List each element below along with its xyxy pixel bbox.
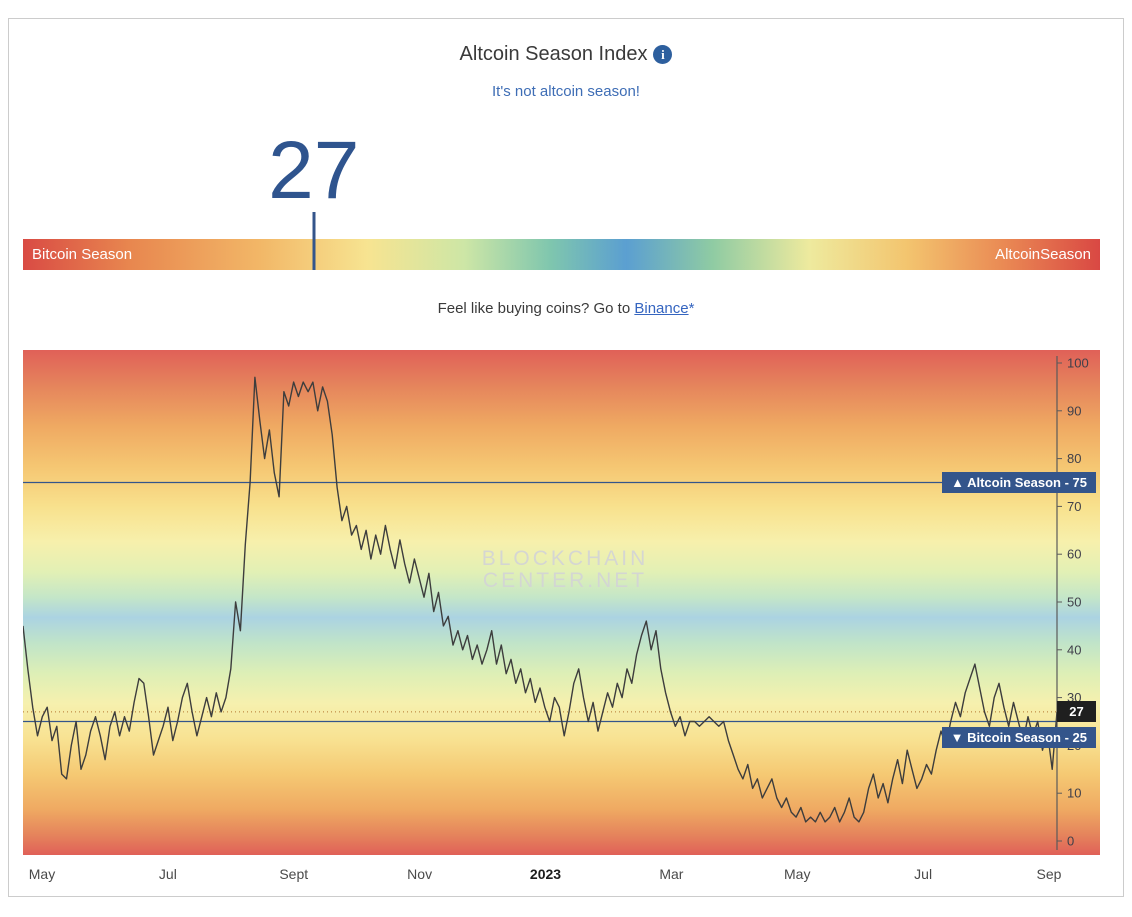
svg-text:90: 90 xyxy=(1067,403,1081,418)
info-icon[interactable]: i xyxy=(653,44,673,64)
bitcoin-season-label: Bitcoin Season xyxy=(32,246,133,263)
season-status-text: It's not altcoin season! xyxy=(492,83,640,100)
cta-asterisk: * xyxy=(688,300,695,317)
page-title: Altcoin Season Index xyxy=(459,42,648,65)
svg-text:30: 30 xyxy=(1067,690,1081,705)
x-axis-label: Mar xyxy=(659,866,684,882)
svg-text:50: 50 xyxy=(1067,595,1081,610)
svg-text:60: 60 xyxy=(1067,547,1081,562)
x-axis-label: Jul xyxy=(158,866,177,882)
x-axis: May Jul Sept Nov 2023 Mar May Jul Sep xyxy=(23,861,1100,887)
season-indicator: 27 Bitcoin Season AltcoinSeason xyxy=(23,107,1100,270)
current-value-badge: 27 xyxy=(1057,701,1096,723)
index-history-chart[interactable]: 0102030405060708090100 BLOCKCHAIN CENTER… xyxy=(23,350,1100,855)
chart-canvas[interactable]: 0102030405060708090100 xyxy=(23,350,1100,855)
x-axis-label: Nov xyxy=(407,866,433,882)
cta-text: Feel like buying coins? Go to xyxy=(437,300,635,317)
svg-text:40: 40 xyxy=(1067,642,1081,657)
altcoin-season-threshold-badge: ▲ Altcoin Season - 75 xyxy=(942,471,1096,493)
x-axis-label: Sep xyxy=(1036,866,1062,882)
x-axis-label: May xyxy=(28,866,56,882)
page-container: Altcoin Season Index i It's not altcoin … xyxy=(8,18,1124,897)
svg-text:70: 70 xyxy=(1067,499,1081,514)
cta-line: Feel like buying coins? Go to Binance* xyxy=(9,300,1123,320)
header: Altcoin Season Index i xyxy=(9,41,1123,67)
svg-text:10: 10 xyxy=(1067,786,1081,801)
x-axis-label: May xyxy=(784,866,811,882)
index-value: 27 xyxy=(268,125,360,216)
index-marker xyxy=(312,212,316,270)
binance-link[interactable]: Binance xyxy=(634,300,689,317)
x-axis-label: Sept xyxy=(279,866,309,882)
x-axis-label: Jul xyxy=(914,866,933,882)
svg-text:100: 100 xyxy=(1067,356,1089,371)
season-gradient-bar: Bitcoin Season AltcoinSeason xyxy=(23,239,1100,270)
altcoin-season-label: AltcoinSeason xyxy=(995,246,1091,263)
bitcoin-season-threshold-badge: ▼ Bitcoin Season - 25 xyxy=(941,726,1096,748)
svg-text:80: 80 xyxy=(1067,451,1081,466)
svg-text:0: 0 xyxy=(1067,834,1074,849)
x-axis-label: 2023 xyxy=(529,866,562,882)
